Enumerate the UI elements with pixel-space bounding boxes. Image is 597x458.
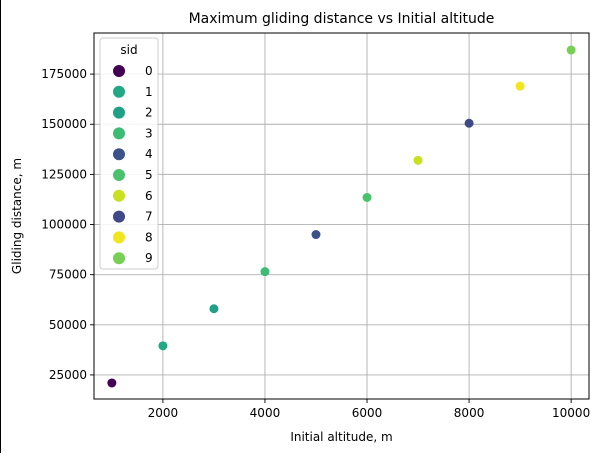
- legend-marker: [113, 252, 125, 265]
- legend-label: 3: [145, 126, 153, 140]
- legend-marker: [113, 148, 125, 161]
- legend-label: 9: [145, 251, 153, 265]
- y-tick-label: 125000: [41, 167, 87, 181]
- legend-label: 8: [145, 230, 153, 244]
- legend-label: 0: [145, 64, 153, 78]
- left-border-line: [0, 0, 1, 453]
- x-tick-label: 2000: [148, 406, 179, 420]
- scatter-point: [464, 118, 474, 128]
- legend-label: 2: [145, 106, 153, 120]
- scatter-point: [362, 192, 372, 202]
- y-tick-label: 25000: [49, 368, 87, 382]
- scatter-point: [209, 304, 219, 314]
- scatter-point: [107, 378, 117, 388]
- y-axis-label: Gliding distance, m: [10, 158, 24, 274]
- scatter-point: [158, 341, 168, 351]
- legend-label: 4: [145, 147, 153, 161]
- chart-title: Maximum gliding distance vs Initial alti…: [189, 11, 495, 27]
- scatter-point: [260, 267, 270, 277]
- legend-label: 1: [145, 85, 153, 99]
- legend-title: sid: [120, 43, 137, 57]
- scatter-point: [311, 230, 321, 240]
- plot-area-frame: [93, 32, 590, 400]
- legend-marker: [113, 65, 125, 77]
- legend-marker: [113, 127, 125, 140]
- x-tick-label: 10000: [552, 406, 590, 420]
- y-tick-label: 100000: [41, 218, 87, 232]
- scatter-point: [515, 81, 525, 91]
- legend-marker: [113, 210, 125, 223]
- grid-layer: [94, 33, 589, 399]
- legend: sid 0 1 2 3 4 5 6 7 8 9: [99, 37, 159, 270]
- x-tick-label: 6000: [352, 406, 383, 420]
- y-tick-label: 175000: [41, 67, 87, 81]
- scatter-point: [413, 155, 423, 165]
- legend-label: 5: [145, 168, 153, 182]
- legend-label: 6: [145, 189, 153, 203]
- scatter-point: [566, 45, 576, 55]
- y-tick-label: 75000: [49, 268, 87, 282]
- y-tick-label: 150000: [41, 117, 87, 131]
- y-tick-label: 50000: [49, 318, 87, 332]
- legend-marker: [113, 85, 125, 98]
- x-tick-label: 4000: [250, 406, 281, 420]
- x-tick-label: 8000: [454, 406, 485, 420]
- legend-marker: [113, 169, 125, 181]
- ticks-layer: 2000 4000 6000 8000 10000 25000 50000 75000 1000…: [41, 67, 590, 420]
- legend-entries: 0 1 2 3 4 5 6 7 8 9: [113, 64, 153, 265]
- points-layer: [107, 45, 576, 388]
- x-axis-label: Initial altitude, m: [290, 430, 392, 444]
- legend-marker: [113, 231, 125, 244]
- legend-marker: [113, 189, 125, 202]
- legend-label: 7: [145, 210, 153, 224]
- legend-marker: [113, 106, 125, 119]
